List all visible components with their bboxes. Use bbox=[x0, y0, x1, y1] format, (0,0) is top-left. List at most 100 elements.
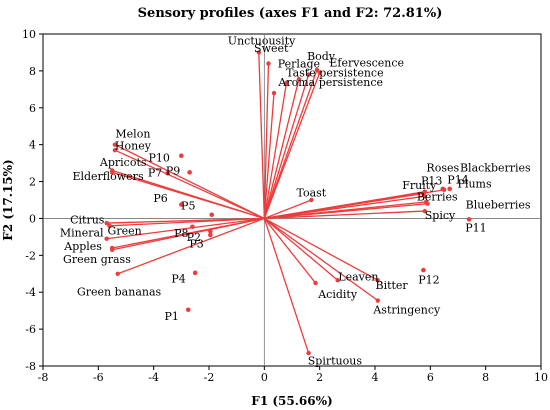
y-tick-label: 0 bbox=[29, 212, 36, 225]
observation-point-p6 bbox=[179, 202, 184, 207]
observation-point-p9 bbox=[179, 153, 184, 159]
x-tick-label: 2 bbox=[316, 371, 323, 384]
variable-point-perlage bbox=[306, 72, 311, 77]
point-label-unctuousity: Unctuousity bbox=[228, 34, 296, 47]
variable-vector-honey bbox=[114, 149, 265, 220]
point-label-p6: P6 bbox=[153, 192, 167, 205]
x-tick-label: 8 bbox=[482, 371, 489, 384]
x-tick-label: -2 bbox=[204, 371, 215, 384]
variable-vector-elderflowers bbox=[111, 171, 265, 220]
point-label-p11: P11 bbox=[465, 222, 486, 235]
point-label-p8: P8 bbox=[174, 227, 188, 240]
point-label-green-grass: Green grass bbox=[63, 253, 131, 266]
point-label-green-bananas: Green bananas bbox=[77, 285, 162, 298]
variable-point-mineral bbox=[104, 236, 109, 241]
plot-layer: -8 -6 -4 -2 0 2 4 6 8 10 -8 -6 -4 -2 0 2 4 6 8 10 Unctuousit… bbox=[22, 28, 548, 384]
variable-point-green bbox=[107, 223, 112, 229]
y-tick-label: -8 bbox=[25, 360, 36, 373]
point-label-p3: P3 bbox=[189, 237, 203, 250]
y-tick-label: 8 bbox=[29, 65, 36, 78]
point-label-p1: P1 bbox=[164, 310, 178, 323]
point-label-honey: Honey bbox=[115, 140, 152, 153]
variable-point-body bbox=[314, 67, 320, 73]
variable-point-elderflowers bbox=[109, 170, 115, 175]
chart-title: Sensory profiles (axes F1 and F2: 72.81%… bbox=[138, 6, 443, 21]
variable-point-sweet bbox=[266, 61, 271, 66]
variable-vector-green-grass bbox=[112, 217, 265, 251]
x-tick-label: -4 bbox=[148, 371, 159, 384]
point-label-p9: P9 bbox=[166, 164, 180, 177]
variable-point-toast bbox=[309, 197, 314, 203]
observation-point-p8 bbox=[190, 224, 195, 230]
observation-point-p3 bbox=[208, 229, 213, 234]
variable-vector-perlage bbox=[263, 74, 310, 219]
point-label-p2: P2 bbox=[187, 231, 201, 244]
y-axis-label: F2 (17.15%) bbox=[1, 159, 15, 240]
point-label-roses: Roses bbox=[426, 162, 459, 175]
point-label-perlage: Perlage bbox=[278, 58, 320, 71]
observation-point-p12 bbox=[421, 267, 426, 273]
point-label-bitter: Bitter bbox=[375, 279, 408, 292]
y-tick-label: 6 bbox=[29, 102, 36, 115]
variable-point-unctuousity bbox=[256, 50, 261, 55]
observation-point-p1 bbox=[185, 307, 191, 313]
point-label-taste-persistence: Taste persistence bbox=[286, 67, 383, 80]
point-label-p12: P12 bbox=[418, 273, 439, 286]
point-label-leaven: Leaven bbox=[338, 271, 378, 284]
y-tick-label: 2 bbox=[29, 176, 36, 189]
point-label-spirtuous: Spirtuous bbox=[308, 354, 363, 367]
point-label-body: Body bbox=[307, 50, 336, 63]
variable-vector-taste-persistence bbox=[263, 79, 300, 219]
variable-vector-efervescence bbox=[263, 72, 321, 219]
point-label-green: Green bbox=[108, 224, 142, 237]
point-label-aroma-persistence: Aroma persistence bbox=[277, 76, 383, 89]
variable-vector-sweet bbox=[263, 63, 270, 219]
point-label-mineral: Mineral bbox=[60, 226, 104, 239]
point-label-p10: P10 bbox=[148, 152, 169, 165]
point-label-blackberries: Blackberries bbox=[460, 162, 531, 175]
observation-point-p14 bbox=[447, 186, 453, 192]
x-tick-label: 10 bbox=[534, 371, 548, 384]
x-tick-label: 0 bbox=[261, 371, 268, 384]
point-label-elderflowers: Elderflowers bbox=[72, 170, 144, 183]
point-label-p4: P4 bbox=[171, 272, 185, 285]
variable-point-green-bananas bbox=[115, 271, 120, 276]
point-label-citrus: Citrus bbox=[70, 213, 105, 226]
point-label-blueberries: Blueberries bbox=[466, 199, 531, 212]
point-label-p7: P7 bbox=[148, 166, 162, 179]
x-tick-label: -8 bbox=[38, 371, 49, 384]
variable-vector-spirtuous bbox=[263, 218, 310, 354]
observation-point-p7 bbox=[187, 170, 192, 175]
observation-point-p5 bbox=[209, 212, 215, 218]
variable-point-unlabeled bbox=[271, 90, 277, 96]
point-label-p13: P13 bbox=[421, 175, 442, 188]
observation-point-p4 bbox=[192, 270, 198, 276]
variable-point-astringency bbox=[375, 298, 380, 303]
x-tick-label: -6 bbox=[93, 371, 104, 384]
variable-point-blueberries bbox=[425, 201, 430, 206]
x-tick-label: 6 bbox=[427, 371, 434, 384]
point-label-sweet: Sweet bbox=[254, 42, 289, 55]
observation-point-p10 bbox=[165, 170, 170, 176]
y-tick-label: 4 bbox=[29, 139, 36, 152]
variable-point-aroma-persistence bbox=[284, 80, 289, 86]
point-label-efervescence: Efervescence bbox=[329, 57, 404, 70]
variable-vector-aroma-persistence bbox=[263, 82, 288, 219]
point-label-p5: P5 bbox=[181, 200, 195, 213]
variable-point-spicy bbox=[422, 208, 427, 214]
variable-point-taste-persistence bbox=[296, 76, 302, 82]
plot-frame bbox=[42, 33, 542, 367]
x-tick-label: 4 bbox=[372, 371, 379, 384]
point-label-apples: Apples bbox=[63, 240, 102, 253]
variable-vector-acidity bbox=[263, 218, 317, 284]
point-label-melon: Melon bbox=[115, 128, 150, 141]
variable-point-green-grass bbox=[109, 247, 115, 252]
variable-vector-green bbox=[109, 217, 265, 227]
point-label-fruity: Fruity bbox=[402, 179, 437, 192]
variable-vector-bitter bbox=[264, 217, 379, 281]
variable-vector-unctuousity bbox=[258, 52, 265, 219]
y-tick-label: -4 bbox=[25, 286, 36, 299]
point-label-p14: P14 bbox=[447, 174, 468, 187]
